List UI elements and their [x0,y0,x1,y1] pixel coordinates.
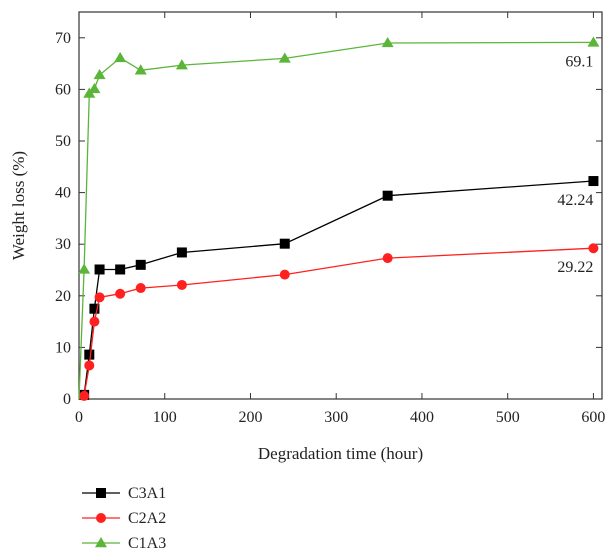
data-point-c3a1 [115,264,126,275]
series-line-c3a1 [78,180,594,400]
x-tick-label: 300 [324,409,348,426]
data-point-c1a3 [78,263,91,274]
y-tick-label: 30 [55,236,71,253]
value-annotation: 69.1 [565,53,593,70]
data-point-c2a2 [79,390,90,401]
data-point-c1a3 [175,59,188,70]
series-line-c2a2 [78,247,594,400]
annotations: 69.1 42.24 29.22 [557,53,593,276]
series-c3a1 [78,176,599,400]
data-point-c2a2 [84,360,95,371]
data-point-c1a3 [88,82,101,94]
data-point-c3a1 [382,190,393,201]
data-point-c2a2 [279,269,290,280]
data-point-c1a3 [278,52,291,63]
data-point-c2a2 [89,316,100,327]
axis-ticks: 0 100 200 300 400 500 600 0 10 20 30 40 50 60 70 [55,12,605,426]
data-point-c1a3 [93,68,106,80]
x-axis-title: Degradation time (hour) [258,444,423,463]
y-tick-label: 20 [55,288,71,305]
series-c2a2 [78,243,599,401]
plot-frame [78,11,603,400]
legend-item-c2a2: C2A2 [82,510,166,527]
legend-marker [96,488,106,498]
y-tick-label: 0 [63,391,71,408]
data-point-c2a2 [588,243,599,254]
data-point-c3a1 [89,303,100,314]
legend-item-c3a1: C3A1 [82,485,166,502]
data-point-c2a2 [176,279,187,290]
series-line-c1a3 [78,41,594,400]
legend-item-c1a3: C1A3 [82,535,166,552]
value-annotation: 29.22 [557,259,593,276]
data-point-c2a2 [94,292,105,303]
y-tick-label: 40 [55,185,71,202]
legend-marker [96,513,106,523]
data-point-c1a3 [381,36,394,48]
x-tick-label: 500 [496,409,520,426]
legend-label: C3A1 [128,485,166,502]
series-c1a3 [78,36,600,400]
data-point-c3a1 [176,247,187,258]
y-tick-label: 60 [55,81,71,98]
data-point-c3a1 [279,238,290,249]
x-tick-label: 200 [238,409,262,426]
data-point-c1a3 [134,64,147,75]
legend-label: C2A2 [128,510,166,527]
data-point-c3a1 [135,259,146,270]
data-point-c3a1 [588,176,599,187]
legend-marker [95,537,107,548]
legend-label: C1A3 [128,535,166,552]
x-tick-label: 0 [75,409,83,426]
y-tick-label: 70 [55,30,71,47]
data-point-c2a2 [382,253,393,264]
data-point-c1a3 [114,51,127,63]
data-point-c1a3 [587,36,600,47]
legend: C3A1 C2A2 C1A3 [82,485,166,552]
data-point-c3a1 [84,349,95,360]
y-tick-label: 10 [55,339,71,356]
y-tick-label: 50 [55,133,71,150]
series-layer [78,36,600,401]
plot-border [78,11,603,400]
data-point-c3a1 [94,264,105,275]
data-point-c2a2 [135,283,146,294]
x-tick-label: 600 [581,409,605,426]
data-point-c2a2 [115,288,126,299]
y-axis-title: Weight loss (%) [9,151,28,260]
x-tick-label: 400 [410,409,434,426]
value-annotation: 42.24 [557,192,593,209]
x-tick-label: 100 [153,409,177,426]
